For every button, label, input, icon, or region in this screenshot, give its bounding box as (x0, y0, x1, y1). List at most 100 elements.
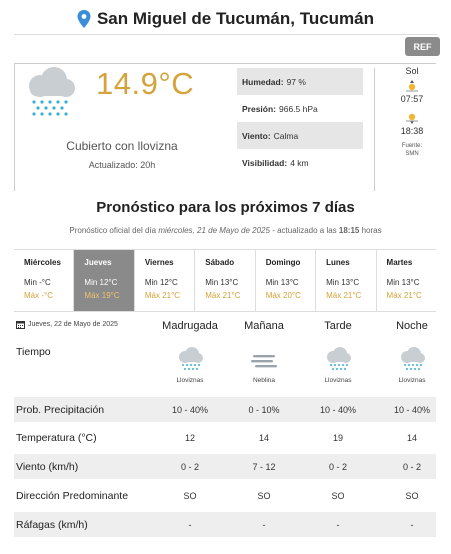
forecast-subtitle: Pronóstico oficial del día miércoles, 21… (0, 226, 451, 235)
cell-precip-manana: 0 - 10% (248, 405, 280, 415)
day-min: Min 13°C (205, 278, 239, 287)
current-stats: Humedad: 97 % Presión: 966.5 hPa Viento: Ca… (237, 68, 363, 176)
cell-direction-manana: SO (257, 491, 271, 501)
cell-temp-tarde: 19 (332, 433, 343, 443)
period-noche: Noche (396, 320, 428, 332)
detail-date: Jueves, 22 de Mayo de 2025 (16, 320, 118, 329)
drizzle-cloud-icon (29, 67, 75, 116)
cell-temp-manana: 14 (258, 433, 269, 443)
sunrise-time: 07:57 (400, 94, 424, 104)
cell-gusts-tarde: - (336, 520, 340, 530)
detail-date-text: Jueves, 22 de Mayo de 2025 (28, 321, 118, 328)
cell-gusts-manana: - (262, 520, 266, 530)
row-bg-wind (14, 454, 436, 479)
stat-value: 4 km (290, 157, 309, 168)
cell-gusts-noche: - (410, 520, 414, 530)
location-name: San Miguel de Tucumán, Tucumán (96, 9, 375, 28)
day-tab-domingo[interactable]: Domingo Min 13°C Máx 20°C (254, 250, 315, 311)
stat-value: Calma (273, 130, 299, 141)
day-max: Máx 21°C (144, 291, 181, 300)
stat-value: 966.5 hPa (279, 103, 318, 114)
sunset-time: 18:38 (400, 126, 424, 136)
cell-wind-noche: 0 - 2 (402, 462, 421, 472)
day-min: Min 13°C (326, 278, 360, 287)
cell-precip-tarde: 10 - 40% (319, 405, 357, 415)
cell-precip-noche: 10 - 40% (393, 405, 431, 415)
current-left-border (14, 63, 15, 191)
tiempo-label-manana: Neblina (252, 377, 276, 384)
source-name: SMN (405, 151, 419, 157)
tiempo-label-noche: Lloviznas (398, 377, 426, 384)
day-name: Lunes (326, 258, 350, 267)
stats-divider (374, 68, 375, 191)
day-tab-viernes[interactable]: Viernes Min 12°C Máx 21°C (133, 250, 194, 311)
day-name: Jueves (84, 258, 112, 267)
tiempo-label-tarde: Lloviznas (324, 377, 352, 384)
sun-title: Sol (405, 66, 419, 76)
subtitle-suffix: horas (361, 226, 382, 235)
forecast-title: Pronóstico para los próximos 7 días (96, 199, 355, 216)
day-tabs: Miércoles Min -°C Máx -°C Jueves Min 12°C Má… (14, 249, 436, 312)
ref-button[interactable]: REF (405, 37, 440, 56)
location-header: San Miguel de Tucumán, Tucumán (0, 6, 451, 32)
sunset-icon (406, 113, 418, 124)
stat-humidity: Humedad: 97 % (237, 68, 363, 95)
current-top-border (14, 63, 436, 64)
period-tarde: Tarde (324, 320, 352, 332)
drizzle-cloud-icon (327, 347, 351, 370)
header-divider (14, 34, 437, 35)
day-name: Viernes (144, 258, 174, 267)
cell-wind-manana: 7 - 12 (252, 462, 276, 472)
day-tab-miercoles[interactable]: Miércoles Min -°C Máx -°C (14, 250, 73, 311)
cell-direction-noche: SO (405, 491, 419, 501)
day-name: Miércoles (24, 258, 61, 267)
stat-visibility: Visibilidad: 4 km (237, 149, 363, 176)
day-tab-lunes[interactable]: Lunes Min 13°C Máx 21°C (315, 250, 375, 311)
day-min: Min 13°C (386, 278, 420, 287)
cell-direction-tarde: SO (331, 491, 345, 501)
current-condition: Cubierto con llovizna (66, 139, 178, 153)
row-label-precip: Prob. Precipitación (16, 404, 105, 416)
subtitle-time: 18:15 (338, 226, 360, 235)
cell-temp-noche: 14 (406, 433, 417, 443)
row-bg-gusts (14, 512, 436, 537)
day-max: Máx 21°C (386, 291, 422, 300)
day-tab-jueves[interactable]: Jueves Min 12°C Máx 19°C (73, 250, 134, 311)
period-madrugada: Madrugada (162, 320, 218, 332)
day-max: Máx -°C (24, 291, 53, 300)
subtitle-date: miércoles, 21 de Mayo de 2025 (158, 226, 270, 235)
cell-precip-madrugada: 10 - 40% (171, 405, 209, 415)
tiempo-label-madrugada: Lloviznas (176, 377, 204, 384)
cell-gusts-madrugada: - (188, 520, 192, 530)
current-temperature: 14.9°C (96, 66, 195, 101)
day-min: Min 13°C (265, 278, 299, 287)
subtitle-prefix: Pronóstico oficial del día (69, 226, 157, 235)
drizzle-cloud-icon (179, 347, 203, 370)
sunrise-icon (406, 80, 418, 92)
stat-label: Viento: (242, 130, 271, 141)
day-name: Martes (386, 258, 413, 267)
day-min: Min 12°C (84, 278, 118, 287)
map-pin-icon (77, 10, 91, 28)
row-bg-precip (14, 397, 436, 422)
row-label-direction: Dirección Predominante (16, 490, 129, 502)
calendar-icon (16, 321, 25, 329)
day-max: Máx 19°C (84, 291, 120, 300)
cell-wind-madrugada: 0 - 2 (180, 462, 199, 472)
sun-panel: Sol 07:57 18:38 Fuente: SMN (386, 66, 438, 158)
tiempo-label: Tiempo (16, 346, 51, 358)
cell-temp-madrugada: 12 (184, 433, 195, 443)
source-label: Fuente: (401, 143, 423, 149)
day-tab-martes[interactable]: Martes Min 13°C Máx 21°C (375, 250, 436, 311)
day-name: Domingo (265, 258, 301, 267)
last-updated: Actualizado: 20h (88, 160, 156, 170)
day-tab-sabado[interactable]: Sábado Min 13°C Máx 21°C (194, 250, 254, 311)
stat-label: Visibilidad: (242, 157, 288, 168)
row-label-gusts: Ráfagas (km/h) (16, 519, 88, 531)
day-max: Máx 20°C (265, 291, 301, 300)
cell-wind-tarde: 0 - 2 (328, 462, 347, 472)
day-max: Máx 21°C (326, 291, 362, 300)
stat-pressure: Presión: 966.5 hPa (237, 95, 363, 122)
stat-wind: Viento: Calma (237, 122, 363, 149)
subtitle-mid: - actualizado a las (272, 226, 337, 235)
